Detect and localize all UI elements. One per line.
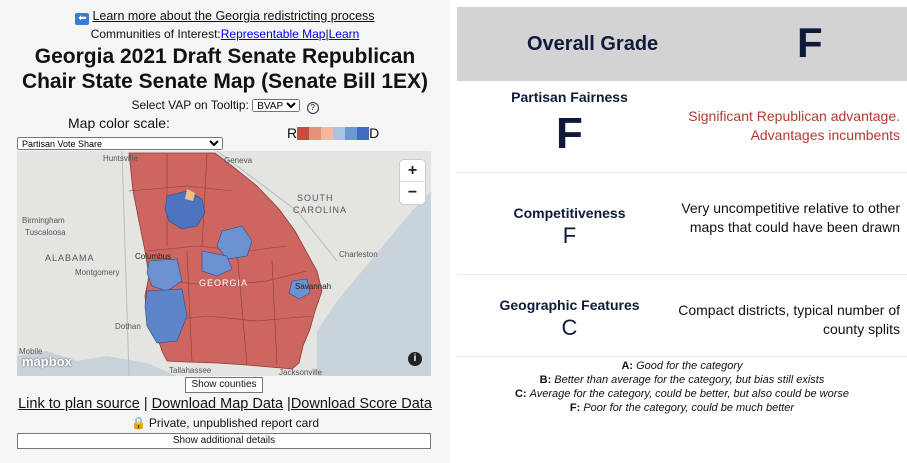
page-title: Georgia 2021 Draft Senate Republican Cha… [21,45,429,93]
zoom-control: + − [400,160,425,204]
map-label-columbus: Columbus [135,252,171,261]
show-additional-details-button[interactable]: Show additional details [17,433,431,449]
map-label-south: SOUTH [297,193,334,203]
map-label-carolina: CAROLINA [293,205,347,215]
map-label-birmingham: Birmingham [22,216,65,225]
georgia-redistricting-link[interactable]: Learn more about the Georgia redistricti… [92,9,375,23]
mapbox-logo[interactable]: mapbox [22,354,72,369]
legend-swatch [321,126,334,140]
map-canvas: Huntsville Birmingham Tuscaloosa ALABAMA… [17,151,431,376]
legend-swatch [333,126,346,140]
link-separator: | [283,396,291,412]
category-label: Partisan Fairness [511,89,628,105]
download-map-data-link[interactable]: Download Map Data [151,396,284,412]
competitiveness-row: Competitiveness F Very uncompetitive rel… [457,173,907,275]
map-label-dothan: Dothan [115,322,141,331]
map-label-tuscaloosa: Tuscaloosa [25,228,66,237]
privacy-text: Private, unpublished report card [148,416,320,430]
plan-source-link[interactable]: Link to plan source [18,396,140,412]
vap-label: Select VAP on Tooltip: [131,98,249,112]
grade-key-item: F: Poor for the category, could be much … [569,402,795,414]
lock-icon: 🔒 [130,416,146,430]
geographic-features-row: Geographic Features C Compact districts,… [457,275,907,357]
report-card: Overall Grade F Partisan Fairness F Sign… [457,7,907,417]
atlanta-tossup-district [185,189,195,201]
category-grade: F [556,109,583,158]
savannah-district [288,278,311,300]
category-grade: C [561,315,578,340]
communities-of-interest: Communities of Interest:Representable Ma… [0,27,450,41]
grade-key-item: B: Better than average for the category,… [539,374,825,386]
download-score-data-link[interactable]: Download Score Data [290,396,432,412]
ocean [317,151,431,376]
grade-key: A: Good for the category B: Better than … [457,359,907,415]
show-counties-button[interactable]: Show counties [185,377,263,393]
info-icon[interactable]: i [408,352,422,366]
learn-link[interactable]: Learn [328,27,360,41]
vap-select[interactable]: BVAP [252,99,301,112]
map-label-huntsville: Huntsville [103,154,138,163]
category-grade: F [562,223,577,248]
central-georgia-district [201,250,233,277]
southwest-georgia-district [144,288,188,344]
overall-grade-label: Overall Grade [527,33,659,55]
map-label-georgia: GEORGIA [199,278,248,288]
map-label-savannah: Savannah [295,282,331,291]
map-label-alabama: ALABAMA [45,253,95,263]
legend-swatch [357,126,370,140]
map-label-mobile: Mobile [19,347,43,356]
sc-border [216,151,338,262]
color-legend: R D [287,125,379,141]
category-description: Compact districts, typical number of cou… [678,302,900,337]
help-icon[interactable]: ? [306,102,319,114]
map-label-jacksonville: Jacksonville [279,368,323,376]
partisan-fairness-row: Partisan Fairness F Significant Republic… [457,81,907,173]
category-label: Geographic Features [499,297,640,313]
category-description: Significant Republican advantage. Advant… [688,108,900,143]
representable-map-link[interactable]: Representable Map [220,27,326,41]
coi-separator: | [325,27,329,41]
map-label-geneva: Geneva [224,156,253,165]
map-label-tallahassee: Tallahassee [169,366,212,375]
map-label-montgomery: Montgomery [75,268,119,277]
back-link-row: ⬅ Learn more about the Georgia redistrict… [0,9,450,25]
privacy-status: 🔒 Private, unpublished report card [0,416,450,430]
zoom-out-button[interactable]: − [407,184,418,201]
overall-grade-value: F [797,19,823,66]
al-ga-border [121,151,130,376]
coi-label: Communities of Interest: [90,27,221,41]
grade-key-item: A: Good for the category [621,360,743,372]
legend-d-label: D [369,125,380,141]
category-description: Very uncompetitive relative to other map… [681,200,900,235]
download-links: Link to plan source | Download Map Data … [0,396,450,412]
legend-swatch [345,126,358,140]
vap-selector-row: Select VAP on Tooltip: BVAP ? [0,98,450,114]
map-color-scale-label: Map color scale: [68,115,170,131]
zoom-in-button[interactable]: + [400,160,425,182]
category-label: Competitiveness [513,205,626,221]
left-panel: ⬅ Learn more about the Georgia redistrict… [0,0,450,463]
link-separator: | [139,396,152,412]
grade-key-item: C: Average for the category, could be be… [514,388,850,400]
back-arrow-icon: ⬅ [75,13,90,25]
map-label-charleston: Charleston [339,250,378,259]
district-map[interactable]: Huntsville Birmingham Tuscaloosa ALABAMA… [17,151,431,376]
overall-grade-row: Overall Grade F [457,7,907,81]
gulf [17,351,177,376]
map-color-scale-select[interactable]: Partisan Vote Share [17,137,223,150]
east-georgia-district [216,225,253,260]
legend-swatch [309,126,322,140]
legend-swatch [297,126,310,140]
legend-r-label: R [287,125,298,141]
